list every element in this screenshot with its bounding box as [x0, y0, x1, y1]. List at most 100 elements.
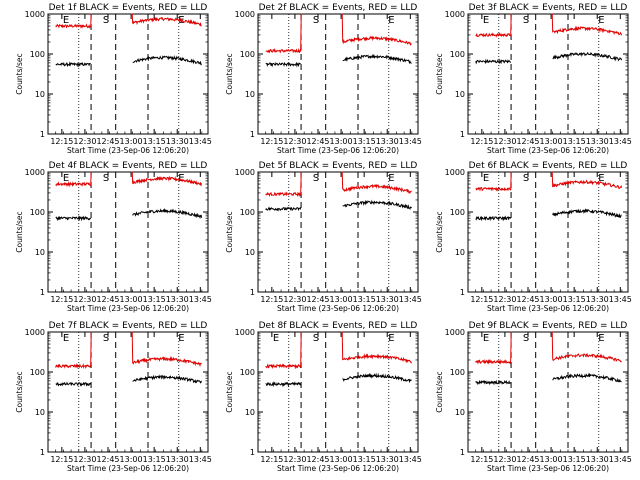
event-marker-E: E: [388, 15, 394, 26]
y-tick-label: 100: [30, 368, 45, 377]
panel-title: Det 2f BLACK = Events, RED = LLD: [259, 3, 418, 13]
x-tick-label: 12:15: [470, 455, 493, 464]
x-tick-label: 13:45: [189, 295, 212, 304]
x-tick-label: 13:45: [399, 295, 422, 304]
x-tick-label: 13:30: [166, 295, 189, 304]
event-marker-E: E: [598, 333, 604, 344]
panel-title: Det 7f BLACK = Events, RED = LLD: [49, 321, 208, 331]
x-axis-label: Start Time (23-Sep-06 12:06:20): [277, 146, 399, 155]
event-marker-E: E: [63, 15, 69, 26]
chart-panel-4: Det 4f BLACK = Events, RED = LLD 1 10 100 10…: [15, 161, 212, 313]
y-tick-label: 10: [455, 248, 465, 257]
x-axis-label: Start Time (23-Sep-06 12:06:20): [67, 146, 189, 155]
plot-frame: [47, 331, 209, 453]
y-tick-label: 1000: [25, 10, 45, 19]
plot-frame: [47, 13, 209, 135]
panel-title: Det 6f BLACK = Events, RED = LLD: [469, 161, 628, 171]
y-tick-label: 1000: [235, 328, 255, 337]
event-marker-S: S: [313, 173, 319, 184]
x-tick-label: 13:45: [399, 137, 422, 146]
x-tick-label: 13:15: [353, 137, 376, 146]
x-tick-label: 12:15: [50, 295, 73, 304]
event-marker-E: E: [598, 173, 604, 184]
panel-title: Det 9f BLACK = Events, RED = LLD: [469, 321, 628, 331]
y-tick-label: 100: [450, 50, 465, 59]
y-tick-label: 100: [240, 368, 255, 377]
x-tick-label: 12:15: [50, 455, 73, 464]
chart-panel-8: Det 8f BLACK = Events, RED = LLD 1 10 100 10…: [225, 321, 422, 473]
x-tick-label: 12:30: [493, 137, 516, 146]
event-marker-E: E: [483, 173, 489, 184]
x-tick-label: 13:45: [609, 295, 632, 304]
x-tick-label: 12:30: [283, 295, 306, 304]
x-tick-label: 13:30: [166, 137, 189, 146]
x-tick-label: 12:30: [283, 455, 306, 464]
y-tick-label: 100: [450, 368, 465, 377]
y-tick-label: 1000: [445, 10, 465, 19]
series-events-line: [265, 199, 413, 212]
chart-panel-9: Det 9f BLACK = Events, RED = LLD 1 10 100 10…: [435, 321, 632, 473]
y-axis-label: Counts/sec: [435, 211, 444, 252]
y-axis-label: Counts/sec: [225, 211, 234, 252]
series-events-line: [475, 51, 623, 65]
x-axis-label: Start Time (23-Sep-06 12:06:20): [277, 464, 399, 473]
x-tick-label: 13:30: [376, 295, 399, 304]
plot-frame: [467, 331, 629, 453]
y-tick-label: 100: [240, 208, 255, 217]
x-tick-label: 13:30: [376, 455, 399, 464]
series-events-line: [55, 374, 203, 387]
event-marker-E: E: [63, 173, 69, 184]
y-tick-label: 1000: [445, 328, 465, 337]
x-tick-label: 13:45: [189, 455, 212, 464]
panel-title: Det 1f BLACK = Events, RED = LLD: [49, 3, 208, 13]
event-marker-S: S: [103, 173, 109, 184]
x-tick-label: 12:30: [493, 295, 516, 304]
y-tick-label: 1: [460, 130, 465, 139]
x-axis-label: Start Time (23-Sep-06 12:06:20): [487, 304, 609, 313]
series-events-line: [475, 372, 622, 386]
x-tick-label: 13:15: [353, 295, 376, 304]
event-marker-S: S: [523, 15, 529, 26]
panel-title: Det 5f BLACK = Events, RED = LLD: [259, 161, 418, 171]
y-tick-label: 10: [35, 408, 45, 417]
plot-frame: [257, 171, 419, 293]
x-tick-label: 12:15: [470, 295, 493, 304]
x-tick-label: 13:00: [540, 455, 563, 464]
x-tick-label: 13:00: [330, 295, 353, 304]
x-tick-label: 12:15: [260, 455, 283, 464]
x-tick-label: 12:45: [306, 295, 329, 304]
y-tick-label: 10: [245, 408, 255, 417]
x-tick-label: 13:30: [376, 137, 399, 146]
x-tick-label: 12:30: [283, 137, 306, 146]
event-marker-E: E: [178, 173, 184, 184]
x-tick-label: 13:30: [586, 137, 609, 146]
y-tick-label: 1000: [25, 328, 45, 337]
series-lld-line: [265, 331, 413, 370]
x-tick-label: 13:45: [399, 455, 422, 464]
event-marker-S: S: [313, 15, 319, 26]
x-tick-label: 12:45: [306, 137, 329, 146]
y-axis-label: Counts/sec: [15, 211, 24, 252]
chart-panel-7: Det 7f BLACK = Events, RED = LLD 1 10 100 10…: [15, 321, 212, 473]
y-tick-label: 10: [35, 90, 45, 99]
x-tick-label: 13:00: [120, 455, 143, 464]
y-tick-label: 10: [35, 248, 45, 257]
x-tick-label: 12:15: [260, 295, 283, 304]
plot-frame: [47, 171, 209, 293]
panel-title: Det 4f BLACK = Events, RED = LLD: [49, 161, 208, 171]
x-tick-label: 12:30: [73, 295, 96, 304]
y-tick-label: 1000: [445, 168, 465, 177]
y-axis-label: Counts/sec: [225, 371, 234, 412]
y-tick-label: 100: [450, 208, 465, 217]
event-marker-E: E: [178, 333, 184, 344]
y-tick-label: 1: [460, 448, 465, 457]
y-tick-label: 100: [30, 208, 45, 217]
y-axis-label: Counts/sec: [15, 371, 24, 412]
series-lld-line: [55, 13, 202, 29]
y-tick-label: 100: [30, 50, 45, 59]
plot-frame: [257, 331, 419, 453]
series-events-line: [265, 372, 412, 388]
series-events-line: [55, 54, 203, 68]
series-lld-line: [55, 171, 203, 188]
y-tick-label: 1: [40, 130, 45, 139]
